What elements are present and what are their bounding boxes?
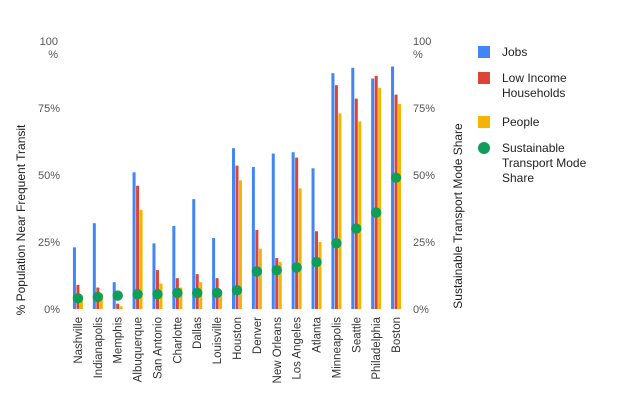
mode-share-point (271, 264, 282, 276)
bar-jobs (351, 67, 355, 309)
bar-people (99, 294, 103, 309)
legend-label: Low Income Households (502, 71, 567, 100)
bar-people (119, 306, 123, 309)
mode-share-point (311, 256, 322, 268)
y2-tick-label: 25% (413, 237, 435, 249)
bar-people (258, 248, 262, 309)
legend-label: Sustainable Transport Mode Share (502, 141, 587, 185)
legend-label: Jobs (502, 45, 527, 59)
y-tick-label: 100% (40, 36, 59, 61)
category-label: Dallas (192, 317, 204, 349)
category-label: Memphis (113, 317, 125, 364)
bar-jobs (172, 225, 176, 309)
legend-dot-icon (478, 142, 490, 154)
y2-tick-label: 75% (413, 103, 435, 115)
y-tick-label: 50% (38, 170, 60, 182)
legend-swatch-icon (478, 46, 490, 58)
mode-share-point (231, 285, 243, 296)
bar-jobs (391, 66, 395, 310)
bar-people (139, 209, 143, 309)
bar-jobs (232, 148, 235, 309)
bar-low-income-households (235, 165, 239, 309)
bar-people (79, 295, 83, 309)
mode-share-point (72, 293, 84, 304)
mode-share-point (152, 289, 163, 300)
mode-share-point (351, 223, 362, 234)
bar-jobs (291, 152, 295, 309)
bar-people (378, 87, 382, 310)
bar-jobs (212, 237, 216, 309)
legend-label: People (502, 115, 540, 129)
mode-share-point (192, 287, 203, 299)
bar-low-income-households (354, 98, 358, 310)
category-label: Los Angeles (292, 317, 304, 380)
category-label: Atlanta (312, 316, 324, 352)
y-tick-label: 25% (38, 237, 60, 249)
category-label: San Antonio (152, 317, 164, 379)
y2-tick-label: 0% (413, 304, 429, 316)
mode-share-point (331, 238, 342, 249)
category-label: New Orleans (272, 317, 284, 384)
category-label: Denver (252, 317, 264, 354)
category-label: Nashville (73, 317, 85, 364)
bar-low-income-households (394, 94, 398, 309)
bar-jobs (311, 168, 315, 309)
bar-low-income-households (295, 157, 299, 309)
y-axis-title: % Population Near Frequent Transit (14, 124, 28, 315)
bar-jobs (72, 247, 76, 309)
bar-jobs (92, 223, 96, 309)
bar-people (338, 113, 342, 309)
bar-low-income-households (275, 258, 279, 309)
category-label: Seattle (351, 317, 363, 353)
mode-share-point (251, 266, 263, 277)
bar-people (298, 188, 302, 309)
bar-low-income-households (116, 303, 120, 309)
legend-swatch-icon (478, 72, 490, 84)
bar-low-income-households (136, 185, 140, 309)
bar-jobs (132, 172, 136, 309)
y2-tick-label: 50% (413, 170, 435, 182)
mode-share-point (390, 172, 402, 183)
category-label: Minneapolis (331, 317, 343, 379)
bar-people (318, 242, 322, 309)
y-tick-label: 0% (44, 304, 60, 316)
bar-jobs (152, 243, 156, 309)
bar-people (398, 103, 402, 309)
legend-swatch-icon (478, 116, 490, 128)
bar-people (219, 290, 223, 309)
legend: Jobs Low Income Households People Sustainabl… (478, 45, 587, 185)
y-tick-label: 75% (38, 103, 60, 115)
y2-axis-title: Sustainable Transport Mode Share (451, 123, 465, 309)
category-label: Charlotte (172, 317, 184, 364)
category-label: Philadelphia (371, 316, 383, 379)
bar-jobs (371, 78, 375, 310)
mode-share-point (172, 287, 183, 299)
mode-share-point (291, 262, 302, 273)
bar-people (179, 287, 183, 309)
bar-jobs (271, 153, 275, 309)
bar-people (358, 121, 362, 310)
mode-share-point (211, 287, 223, 299)
mode-share-point (132, 289, 143, 300)
category-label: Albuquerque (133, 317, 145, 382)
bar-low-income-households (315, 231, 319, 309)
bar-people (239, 180, 242, 309)
bar-jobs (251, 166, 255, 309)
y2-tick-label: 100% (413, 36, 431, 61)
bar-jobs (331, 73, 335, 309)
category-label: Houston (232, 317, 244, 360)
mode-share-point (92, 291, 104, 303)
bar-people (278, 262, 282, 309)
category-label: Indianapolis (93, 317, 105, 379)
bar-low-income-households (374, 75, 378, 309)
bar-jobs (192, 199, 196, 309)
mode-share-point (112, 290, 123, 301)
category-label: Boston (391, 317, 403, 353)
mode-share-point (370, 207, 382, 218)
bar-low-income-households (334, 85, 338, 309)
category-label: Louisville (212, 317, 224, 364)
